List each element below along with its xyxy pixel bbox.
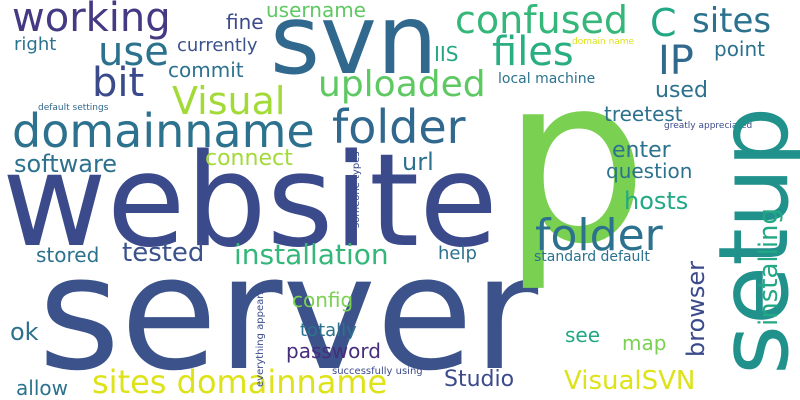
word-c: C [650, 1, 677, 45]
word-connect: connect [205, 146, 293, 171]
word-treetest: treetest [604, 102, 683, 126]
word-username: username [266, 0, 366, 22]
word-standard-default: standard default [534, 249, 650, 265]
word-confused: confused [455, 0, 628, 42]
word-website: website [2, 127, 498, 276]
word-totally: totally [300, 320, 357, 341]
word-visualsvn: VisualSVN [564, 366, 696, 396]
word-studio: Studio [444, 367, 515, 392]
word-domainname: domainname [12, 104, 315, 158]
word-url: url [402, 148, 434, 176]
word-hosts: hosts [624, 187, 689, 215]
word-local-machine: local machine [498, 71, 596, 87]
word-software: software [14, 150, 118, 178]
word-commit: commit [168, 58, 244, 82]
word-point: point [714, 37, 766, 61]
word-enter: enter [612, 138, 671, 163]
word-someone-types: someone types [351, 151, 362, 228]
word-tested: tested [122, 238, 205, 268]
word-currently: currently [177, 35, 258, 56]
word-bit: bit [92, 60, 145, 106]
word-p: p [502, 28, 648, 295]
word-installation: installation [234, 238, 389, 271]
word-ok: ok [10, 318, 39, 346]
word-svn: svn [270, 0, 438, 96]
word-installing: installing [754, 207, 784, 326]
word-sites: sites [692, 1, 772, 41]
word-config: config [292, 288, 354, 312]
word-files: files [492, 29, 574, 75]
word-uploaded: uploaded [318, 64, 486, 105]
word-sites-domainname: sites domainname [92, 363, 388, 400]
word-map: map [622, 331, 667, 355]
word-domain-name: domain name [572, 37, 635, 47]
word-see: see [565, 323, 601, 347]
word-question: question [606, 159, 693, 183]
word-right: right [14, 34, 57, 55]
word-use: use [98, 29, 169, 75]
word-visual: Visual [172, 79, 286, 123]
word-fine: fine [226, 10, 264, 34]
word-allow: allow [16, 376, 68, 400]
word-working: working [12, 0, 171, 41]
word-everything-appears: everything appears [255, 289, 266, 387]
word-stored: stored [36, 243, 100, 267]
word-folder-2: folder [535, 210, 663, 261]
word-server: server [38, 222, 539, 400]
word-iis: IIS [434, 42, 459, 66]
word-successfully-using: successfully using [332, 366, 423, 377]
word-ip: IP [658, 38, 694, 84]
word-default-settings: default settings [38, 103, 109, 113]
word-greatly-appreciated: greatly appreciated [664, 121, 753, 131]
word-password: password [286, 339, 381, 363]
word-help: help [438, 243, 477, 264]
word-browser: browser [682, 260, 710, 357]
word-setup: setup [698, 106, 800, 376]
word-used: used [655, 78, 708, 103]
word-folder-1: folder [332, 100, 466, 154]
